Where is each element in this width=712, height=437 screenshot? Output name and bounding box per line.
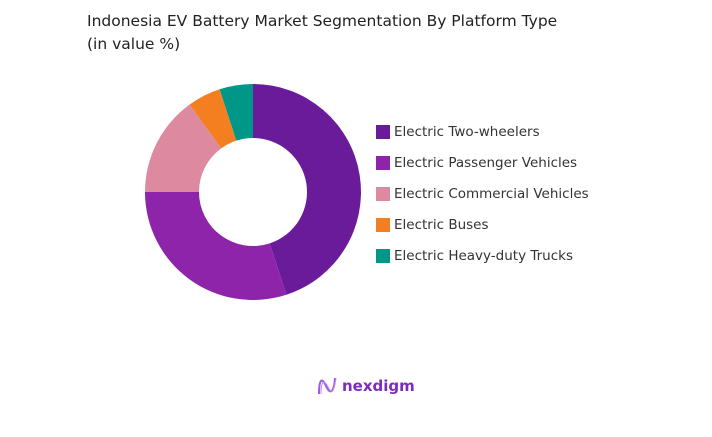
legend-item: Electric Heavy-duty Trucks	[376, 240, 589, 271]
chart-title: Indonesia EV Battery Market Segmentation…	[87, 10, 557, 56]
nexdigm-logo: nexdigm	[316, 375, 415, 397]
legend-item: Electric Passenger Vehicles	[376, 147, 589, 178]
nexdigm-logo-icon	[318, 377, 337, 395]
legend-swatch	[376, 186, 390, 201]
legend-item: Electric Buses	[376, 209, 589, 240]
legend-label: Electric Passenger Vehicles	[394, 154, 578, 171]
donut-slice-electric-commercial-vehicles	[145, 104, 222, 192]
legend-label: Electric Buses	[394, 216, 489, 233]
legend-item: Electric Commercial Vehicles	[376, 178, 589, 209]
title-line-2: (in value %)	[87, 35, 181, 53]
title-line-1: Indonesia EV Battery Market Segmentation…	[87, 12, 558, 30]
legend-swatch	[376, 155, 390, 170]
donut-slice-electric-heavy-duty-trucks	[219, 84, 253, 141]
legend: Electric Two-wheelers Electric Passenger …	[376, 116, 589, 271]
donut-slice-electric-buses	[189, 89, 237, 149]
legend-label: Electric Commercial Vehicles	[394, 185, 589, 202]
brand-name: nexdigm	[342, 377, 415, 395]
legend-swatch	[376, 217, 390, 232]
legend-item: Electric Two-wheelers	[376, 116, 589, 147]
legend-label: Electric Heavy-duty Trucks	[394, 247, 574, 264]
legend-swatch	[376, 124, 390, 139]
legend-label: Electric Two-wheelers	[394, 123, 540, 140]
donut-slice-electric-passenger-vehicles	[145, 192, 287, 300]
donut-slice-electric-two-wheelers	[253, 84, 362, 295]
legend-swatch	[376, 248, 390, 263]
